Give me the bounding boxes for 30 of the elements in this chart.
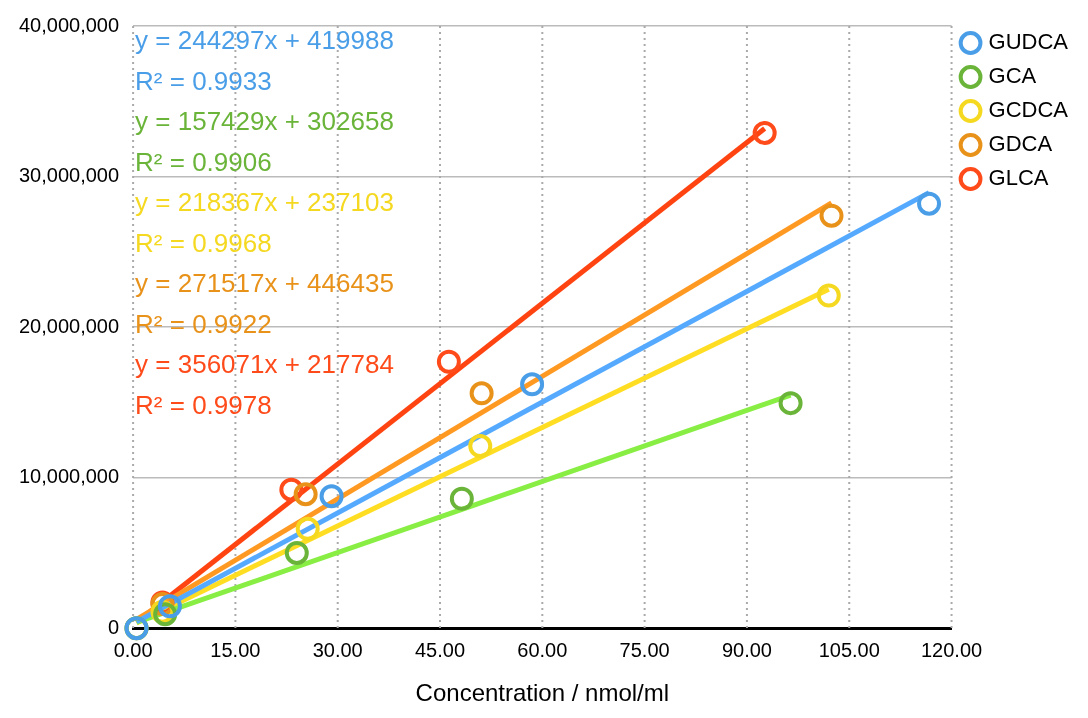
annotation: y = 244297x + 419988: [135, 25, 394, 56]
y-tick-label: 40,000,000: [18, 13, 120, 36]
annotation: R² = 0.9922: [135, 308, 272, 339]
x-tick-label: 15.00: [210, 638, 261, 661]
x-tick-label: 45.00: [414, 638, 466, 661]
y-tick-label: 10,000,000: [18, 465, 120, 488]
x-tick-label: 30.00: [312, 638, 363, 661]
y-tick-label: 20,000,000: [18, 314, 120, 337]
annotation: y = 356071x + 217784: [135, 349, 394, 380]
annotation: R² = 0.9978: [135, 389, 272, 420]
x-tick-label: 90.00: [721, 638, 772, 661]
legend-label: GCA: [988, 63, 1037, 89]
legend-label: GDCA: [988, 131, 1053, 157]
y-tick-label: 30,000,000: [18, 164, 120, 187]
x-tick-label: 105.00: [818, 638, 880, 661]
y-tick-label: 0: [107, 615, 120, 638]
annotation: y = 218367x + 237103: [135, 187, 394, 218]
legend-label: GLCA: [988, 165, 1049, 191]
x-tick-label: 60.00: [517, 638, 568, 661]
x-tick-label: 0.00: [113, 638, 153, 661]
x-axis-title: Concentration / nmol/ml: [415, 679, 670, 707]
x-tick-label: 75.00: [619, 638, 670, 661]
annotation: R² = 0.9906: [135, 146, 272, 177]
annotation: R² = 0.9933: [135, 65, 272, 96]
legend-label: GCDCA: [988, 97, 1069, 123]
annotation: y = 271517x + 446435: [135, 268, 394, 299]
annotation: y = 157429x + 302658: [135, 106, 394, 137]
annotation: R² = 0.9968: [135, 227, 272, 258]
legend-label: GUDCA: [988, 29, 1069, 55]
x-tick-label: 120.00: [920, 638, 983, 661]
